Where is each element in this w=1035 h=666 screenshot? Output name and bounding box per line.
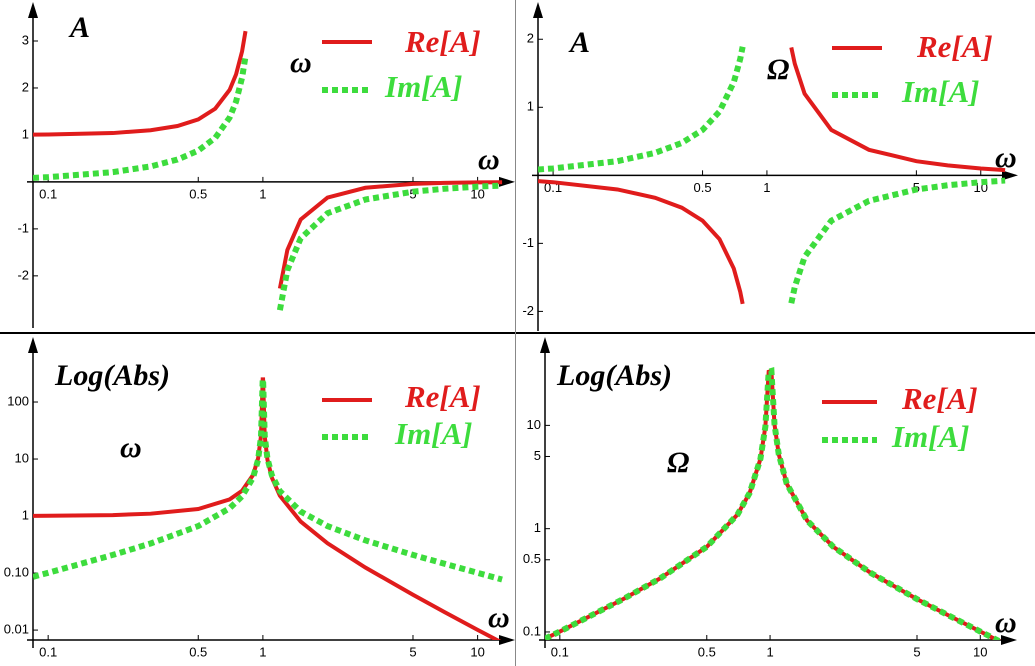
y-tick-label: -2 [522, 303, 534, 318]
chart-panel: 0.1 0.5 1 5 10 0.1 0.5 1 5 10 Re[A]Im[A] Log(Abs) Ωω [523, 337, 1017, 659]
x-tick-label: 0.5 [694, 180, 712, 195]
y-tick-label: 0.5 [523, 551, 541, 566]
y-tick-label: 10 [15, 450, 29, 465]
annotation: ω [290, 46, 312, 79]
series-line [545, 367, 1004, 640]
y-axis-label: Log(Abs) [54, 359, 170, 392]
y-tick-label: 1 [534, 520, 541, 535]
y-tick-label: 5 [534, 448, 541, 463]
x-tick-label: 1 [259, 644, 266, 659]
legend-label: Im[A] [891, 419, 970, 454]
series-line [538, 46, 1006, 304]
x-tick-label: 0.5 [189, 186, 207, 201]
annotation: ω [120, 431, 142, 464]
y-tick-label: 1 [527, 99, 534, 114]
horizontal-divider [0, 332, 1035, 334]
y-tick-label: 2 [22, 79, 29, 94]
series-line [33, 377, 502, 640]
x-tick-label: 5 [913, 644, 920, 659]
y-tick-label: 10 [527, 417, 541, 432]
x-tick-label: 5 [409, 644, 416, 659]
x-axis-arrow [1001, 635, 1017, 645]
series-line [538, 47, 1006, 305]
x-tick-label: 10 [470, 186, 484, 201]
x-axis-label: ω [488, 601, 510, 634]
y-tick-label: 3 [22, 32, 29, 47]
y-tick-label: 1 [22, 126, 29, 141]
y-axis-label: A [68, 11, 90, 44]
y-axis-arrow [540, 337, 550, 353]
y-axis-label: A [568, 26, 590, 59]
x-axis-label: ω [478, 143, 500, 176]
y-tick-label: -1 [522, 235, 534, 250]
y-axis-arrow [28, 337, 38, 353]
y-axis-arrow [533, 2, 543, 18]
x-tick-label: 10 [973, 644, 987, 659]
y-tick-label: 0.1 [523, 623, 541, 638]
x-axis-label: ω [995, 141, 1017, 174]
legend-label: Re[A] [901, 381, 978, 416]
x-tick-label: 10 [470, 644, 484, 659]
chart-panel: 0.01 0.10 1 10 100 0.1 0.5 1 5 10 Re[A]Im[A] Log(Ab… [4, 337, 515, 659]
x-axis-arrow [499, 635, 515, 645]
series-line [33, 56, 503, 311]
x-axis-arrow [499, 176, 515, 187]
x-axis-arrow [1002, 170, 1018, 181]
legend-label: Re[A] [404, 24, 481, 59]
series-line [33, 30, 503, 289]
x-tick-label: 1 [766, 644, 773, 659]
x-tick-label: 0.1 [551, 644, 569, 659]
x-tick-label: 0.5 [698, 644, 716, 659]
x-tick-label: 1 [259, 186, 266, 201]
x-axis-label: ω [995, 606, 1017, 639]
y-tick-label: 0.01 [4, 622, 29, 637]
x-tick-label: 1 [763, 180, 770, 195]
legend-label: Im[A] [384, 69, 463, 104]
legend-label: Re[A] [404, 379, 481, 414]
vertical-divider [515, 0, 516, 666]
plot-area [545, 367, 1004, 640]
y-tick-label: -2 [17, 267, 29, 282]
plot-area [33, 30, 503, 311]
plot-area [538, 46, 1006, 305]
annotation: Ω [667, 446, 689, 479]
y-axis-label: Log(Abs) [556, 359, 672, 392]
y-tick-label: 0.10 [4, 565, 29, 580]
x-tick-label: 0.1 [39, 644, 57, 659]
x-tick-label: 0.1 [39, 186, 57, 201]
annotation: Ω [767, 53, 789, 86]
legend-label: Im[A] [394, 416, 473, 451]
y-axis-arrow [28, 2, 38, 18]
legend-label: Im[A] [901, 74, 980, 109]
y-tick-label: 100 [7, 393, 29, 408]
y-tick-label: 2 [527, 31, 534, 46]
x-tick-label: 0.5 [189, 644, 207, 659]
plot-area [33, 376, 503, 640]
y-tick-label: 1 [22, 507, 29, 522]
legend-label: Re[A] [916, 29, 993, 64]
y-tick-label: -1 [17, 220, 29, 235]
